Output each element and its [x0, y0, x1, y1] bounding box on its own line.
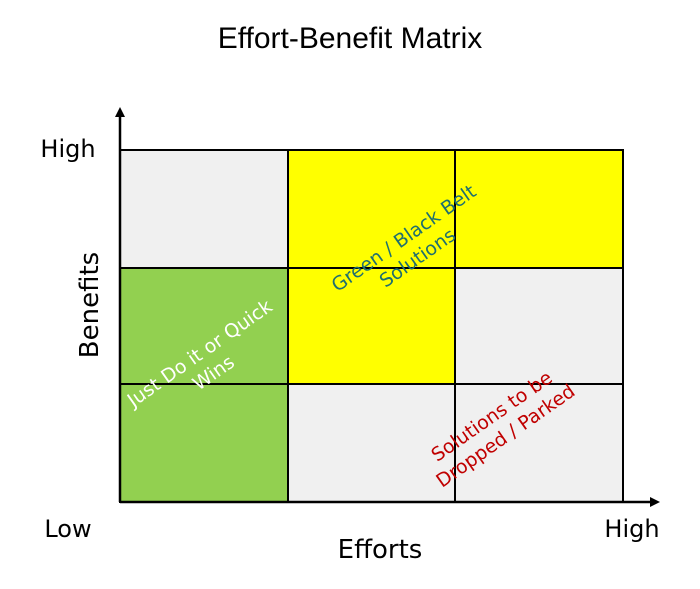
cell-r1-c1 [288, 268, 455, 384]
cell-r2-c0 [120, 384, 288, 502]
cell-r0-c2 [455, 150, 623, 268]
matrix-grid [119, 149, 624, 503]
page-title: Effort-Benefit Matrix [218, 22, 483, 55]
cell-r2-c2 [455, 384, 623, 502]
x-axis-high-label: High [604, 515, 659, 543]
x-axis-low-label: Low [44, 515, 91, 543]
y-axis-high-label: High [40, 135, 95, 163]
x-axis-title: Efforts [338, 535, 423, 565]
cell-r1-c0 [120, 268, 288, 384]
cell-r1-c2 [455, 268, 623, 384]
cell-r0-c0 [120, 150, 288, 268]
cell-r0-c1 [288, 150, 455, 268]
cell-r2-c1 [288, 384, 455, 502]
y-axis-title: Benefits [75, 252, 105, 358]
